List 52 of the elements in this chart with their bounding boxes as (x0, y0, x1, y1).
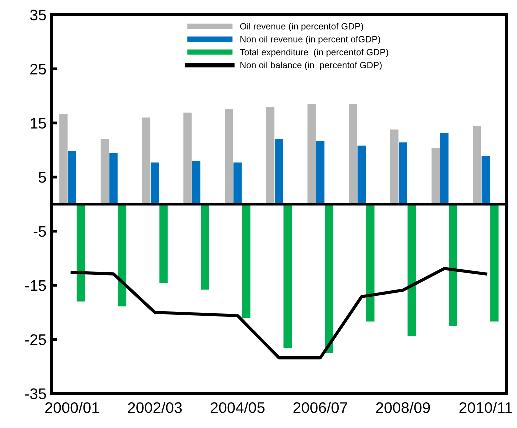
bar (160, 204, 168, 284)
legend-label: Non oil balance (in percentof GDP) (240, 62, 382, 70)
x-tick-label: 2004/05 (210, 402, 265, 414)
bar (449, 204, 458, 326)
bar (432, 148, 440, 204)
bar (284, 204, 292, 348)
bar (118, 204, 127, 307)
bar (275, 139, 284, 204)
x-tick-label: 2002/03 (128, 402, 182, 414)
y-tick-label: -15 (25, 280, 46, 292)
y-tick-label: 35 (30, 10, 46, 21)
bar (266, 108, 275, 204)
bar (358, 146, 366, 204)
bar (366, 204, 375, 322)
bar (60, 114, 68, 204)
bar (201, 204, 210, 290)
bar (473, 126, 482, 204)
bar (192, 161, 201, 204)
legend-label: Oil revenue (in percentof GDP) (240, 23, 364, 32)
bar (142, 118, 151, 204)
y-tick-label: -5 (34, 226, 46, 238)
y-tick-label: 25 (30, 64, 46, 75)
y-tick-label: -35 (25, 388, 46, 400)
bar (100, 139, 110, 204)
bar (490, 204, 499, 322)
bar (349, 104, 358, 204)
bar (76, 204, 86, 302)
x-tick-label: 2008/09 (376, 402, 430, 414)
bar (325, 204, 334, 354)
bar (225, 109, 234, 204)
bar (308, 104, 316, 204)
bar (234, 162, 242, 204)
x-tick-label: 2000/01 (46, 402, 100, 414)
bar (440, 132, 449, 204)
x-tick-label: 2006/07 (294, 402, 348, 414)
bar (68, 151, 77, 204)
y-tick-label: 5 (38, 172, 46, 183)
x-tick-label: 2010/11 (460, 402, 512, 414)
bar (399, 142, 408, 204)
legend-label: Total expenditure (in percentof GDP) (240, 48, 388, 58)
bar (184, 112, 192, 204)
bar (242, 204, 251, 319)
legend-label: Non oil revenue (in percent ofGDP) (240, 36, 380, 44)
y-tick-label: -25 (25, 334, 46, 346)
y-tick-label: 15 (31, 118, 46, 129)
line-series (70, 267, 488, 360)
bar (150, 162, 160, 204)
bar (482, 156, 490, 204)
bar (110, 152, 118, 204)
bar (408, 204, 416, 336)
bar (316, 141, 325, 204)
bar (390, 130, 399, 204)
